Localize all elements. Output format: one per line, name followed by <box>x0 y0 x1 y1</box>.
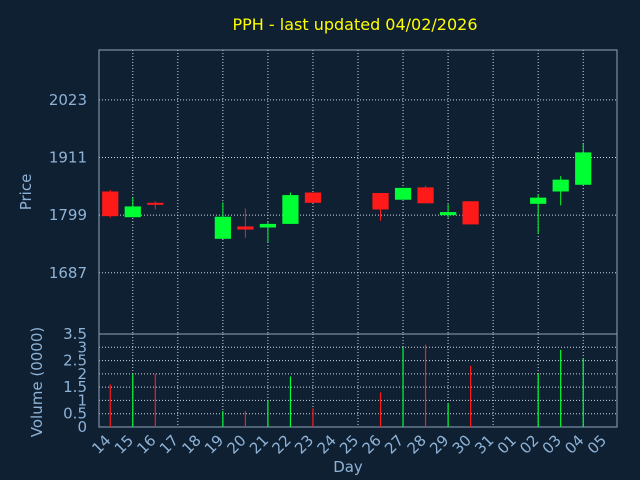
candle-body <box>417 187 434 204</box>
price-tick-label: 2023 <box>49 91 87 109</box>
price-tick-label: 1911 <box>49 149 87 167</box>
candle-body <box>439 212 457 216</box>
price-axis-label: Price <box>17 174 35 211</box>
chart-title: PPH - last updated 04/02/2026 <box>232 15 477 34</box>
x-tick-label: 05 <box>584 431 610 457</box>
price-panel: 2023 1911 1799 1687 <box>49 49 618 335</box>
volume-tick-label: 1 <box>77 391 87 409</box>
volume-tick-label: 0.5 <box>63 405 87 423</box>
price-tick-label: 1687 <box>49 264 87 282</box>
volume-tick-label: 2.5 <box>63 352 87 370</box>
x-tick-labels: 1415161718192021222324252627282930310102… <box>88 431 610 457</box>
volume-tick-label: 0 <box>77 418 87 436</box>
candle-body <box>237 226 254 230</box>
candle-body <box>214 216 231 239</box>
x-axis-label: Day <box>333 458 363 476</box>
candle-body <box>124 206 141 218</box>
candle-body <box>530 197 547 204</box>
candle-body <box>147 202 164 205</box>
candle-body <box>372 193 389 210</box>
price-tick-label: 1799 <box>49 206 87 224</box>
volume-panel: 3.532.521.510.50 <box>63 325 618 436</box>
candle-body <box>575 152 592 185</box>
candle-body <box>552 179 569 192</box>
candle-body <box>394 187 412 200</box>
candle-body <box>304 192 322 203</box>
volume-axis-label: Volume (0000) <box>28 327 46 437</box>
volume-tick-label: 2 <box>77 365 87 383</box>
candle-body <box>102 191 119 217</box>
volume-tick-label: 3.5 <box>63 325 87 343</box>
volume-tick-label: 3 <box>77 338 87 356</box>
candle-body <box>462 201 479 225</box>
volume-tick-label: 1.5 <box>63 378 87 396</box>
candle-body <box>259 223 277 228</box>
volume-frame <box>98 333 618 428</box>
candle-body <box>282 195 299 224</box>
